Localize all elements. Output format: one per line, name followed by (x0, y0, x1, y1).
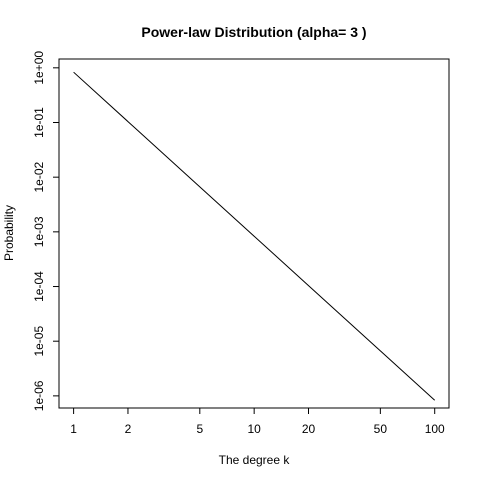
series-layer (74, 72, 435, 400)
chart-title: Power-law Distribution (alpha= 3 ) (141, 24, 366, 40)
x-axis-label: The degree k (219, 453, 291, 467)
y-tick-label: 1e-01 (32, 107, 46, 138)
y-axis-label: Probability (2, 205, 16, 261)
x-tick-label: 2 (125, 422, 132, 436)
y-tick-label: 1e-02 (32, 162, 46, 193)
x-tick-label: 50 (374, 422, 388, 436)
y-tick-label: 1e-05 (32, 326, 46, 357)
y-tick-label: 1e-04 (32, 271, 46, 302)
x-tick-label: 20 (302, 422, 316, 436)
y-tick-label: 1e-03 (32, 216, 46, 247)
y-tick-label: 1e+00 (32, 51, 46, 85)
plot-area-frame (59, 59, 449, 408)
x-tick-label: 100 (425, 422, 445, 436)
x-axis: 1 2 5 10 20 50 100 (70, 408, 445, 436)
x-tick-label: 10 (247, 422, 261, 436)
series-line (74, 72, 435, 400)
y-axis: 1e+00 1e-01 1e-02 1e-03 1e-04 1e-05 1e-06 (32, 51, 59, 412)
x-tick-label: 5 (196, 422, 203, 436)
y-tick-label: 1e-06 (32, 380, 46, 411)
x-tick-label: 1 (70, 422, 77, 436)
